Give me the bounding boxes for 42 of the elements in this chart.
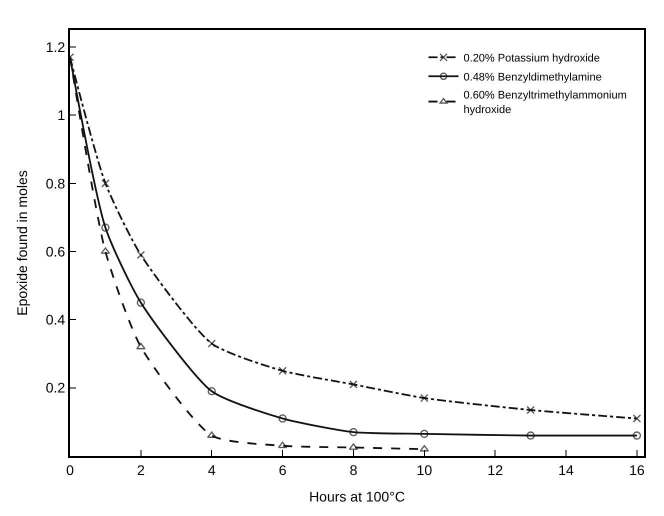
point [420,430,428,438]
point [420,445,430,452]
x-tick-label: 10 [416,462,432,478]
point [526,431,535,440]
x-tick-label: 0 [66,462,74,478]
x-tick-label: 4 [208,462,216,478]
y-tick-label: 0.4 [46,312,66,328]
point [208,387,216,396]
x-axis-title: Hours at 100°C [309,488,405,505]
point [136,298,146,307]
x-tick-label: 12 [487,462,504,478]
point [632,414,642,423]
point [100,247,110,254]
point [101,179,110,188]
y-tick-label: 1 [57,107,66,124]
point [278,414,287,423]
point [208,339,216,348]
x-tick-label: 14 [558,462,574,478]
y-tick-label: 0.6 [46,243,66,260]
x-tick-label: 2 [136,462,145,478]
x-tick-label: 6 [278,462,287,478]
legend-label: 0.48% Benzyldimethylamine [464,72,602,84]
point [526,406,535,414]
y-tick-label: 1.2 [46,38,66,55]
point [136,342,146,350]
point [349,428,358,436]
legend-label: 0.20% Potassium hydroxide [464,52,600,65]
y-tick-label: 0.8 [46,175,66,192]
point [349,380,358,389]
point [278,442,288,448]
y-tick-label: 0.2 [46,380,66,396]
point [348,443,358,450]
point [101,224,110,232]
point [278,366,287,375]
point [420,394,428,402]
legend-label: 0.60% Benzyltrimethylammonium hydroxide [464,90,627,116]
x-tick-label: 16 [629,462,645,478]
point [136,250,146,260]
y-axis-title: Epoxide found in moles [14,170,30,316]
point [207,431,216,438]
point [632,431,642,440]
x-tick-label: 8 [350,462,358,478]
